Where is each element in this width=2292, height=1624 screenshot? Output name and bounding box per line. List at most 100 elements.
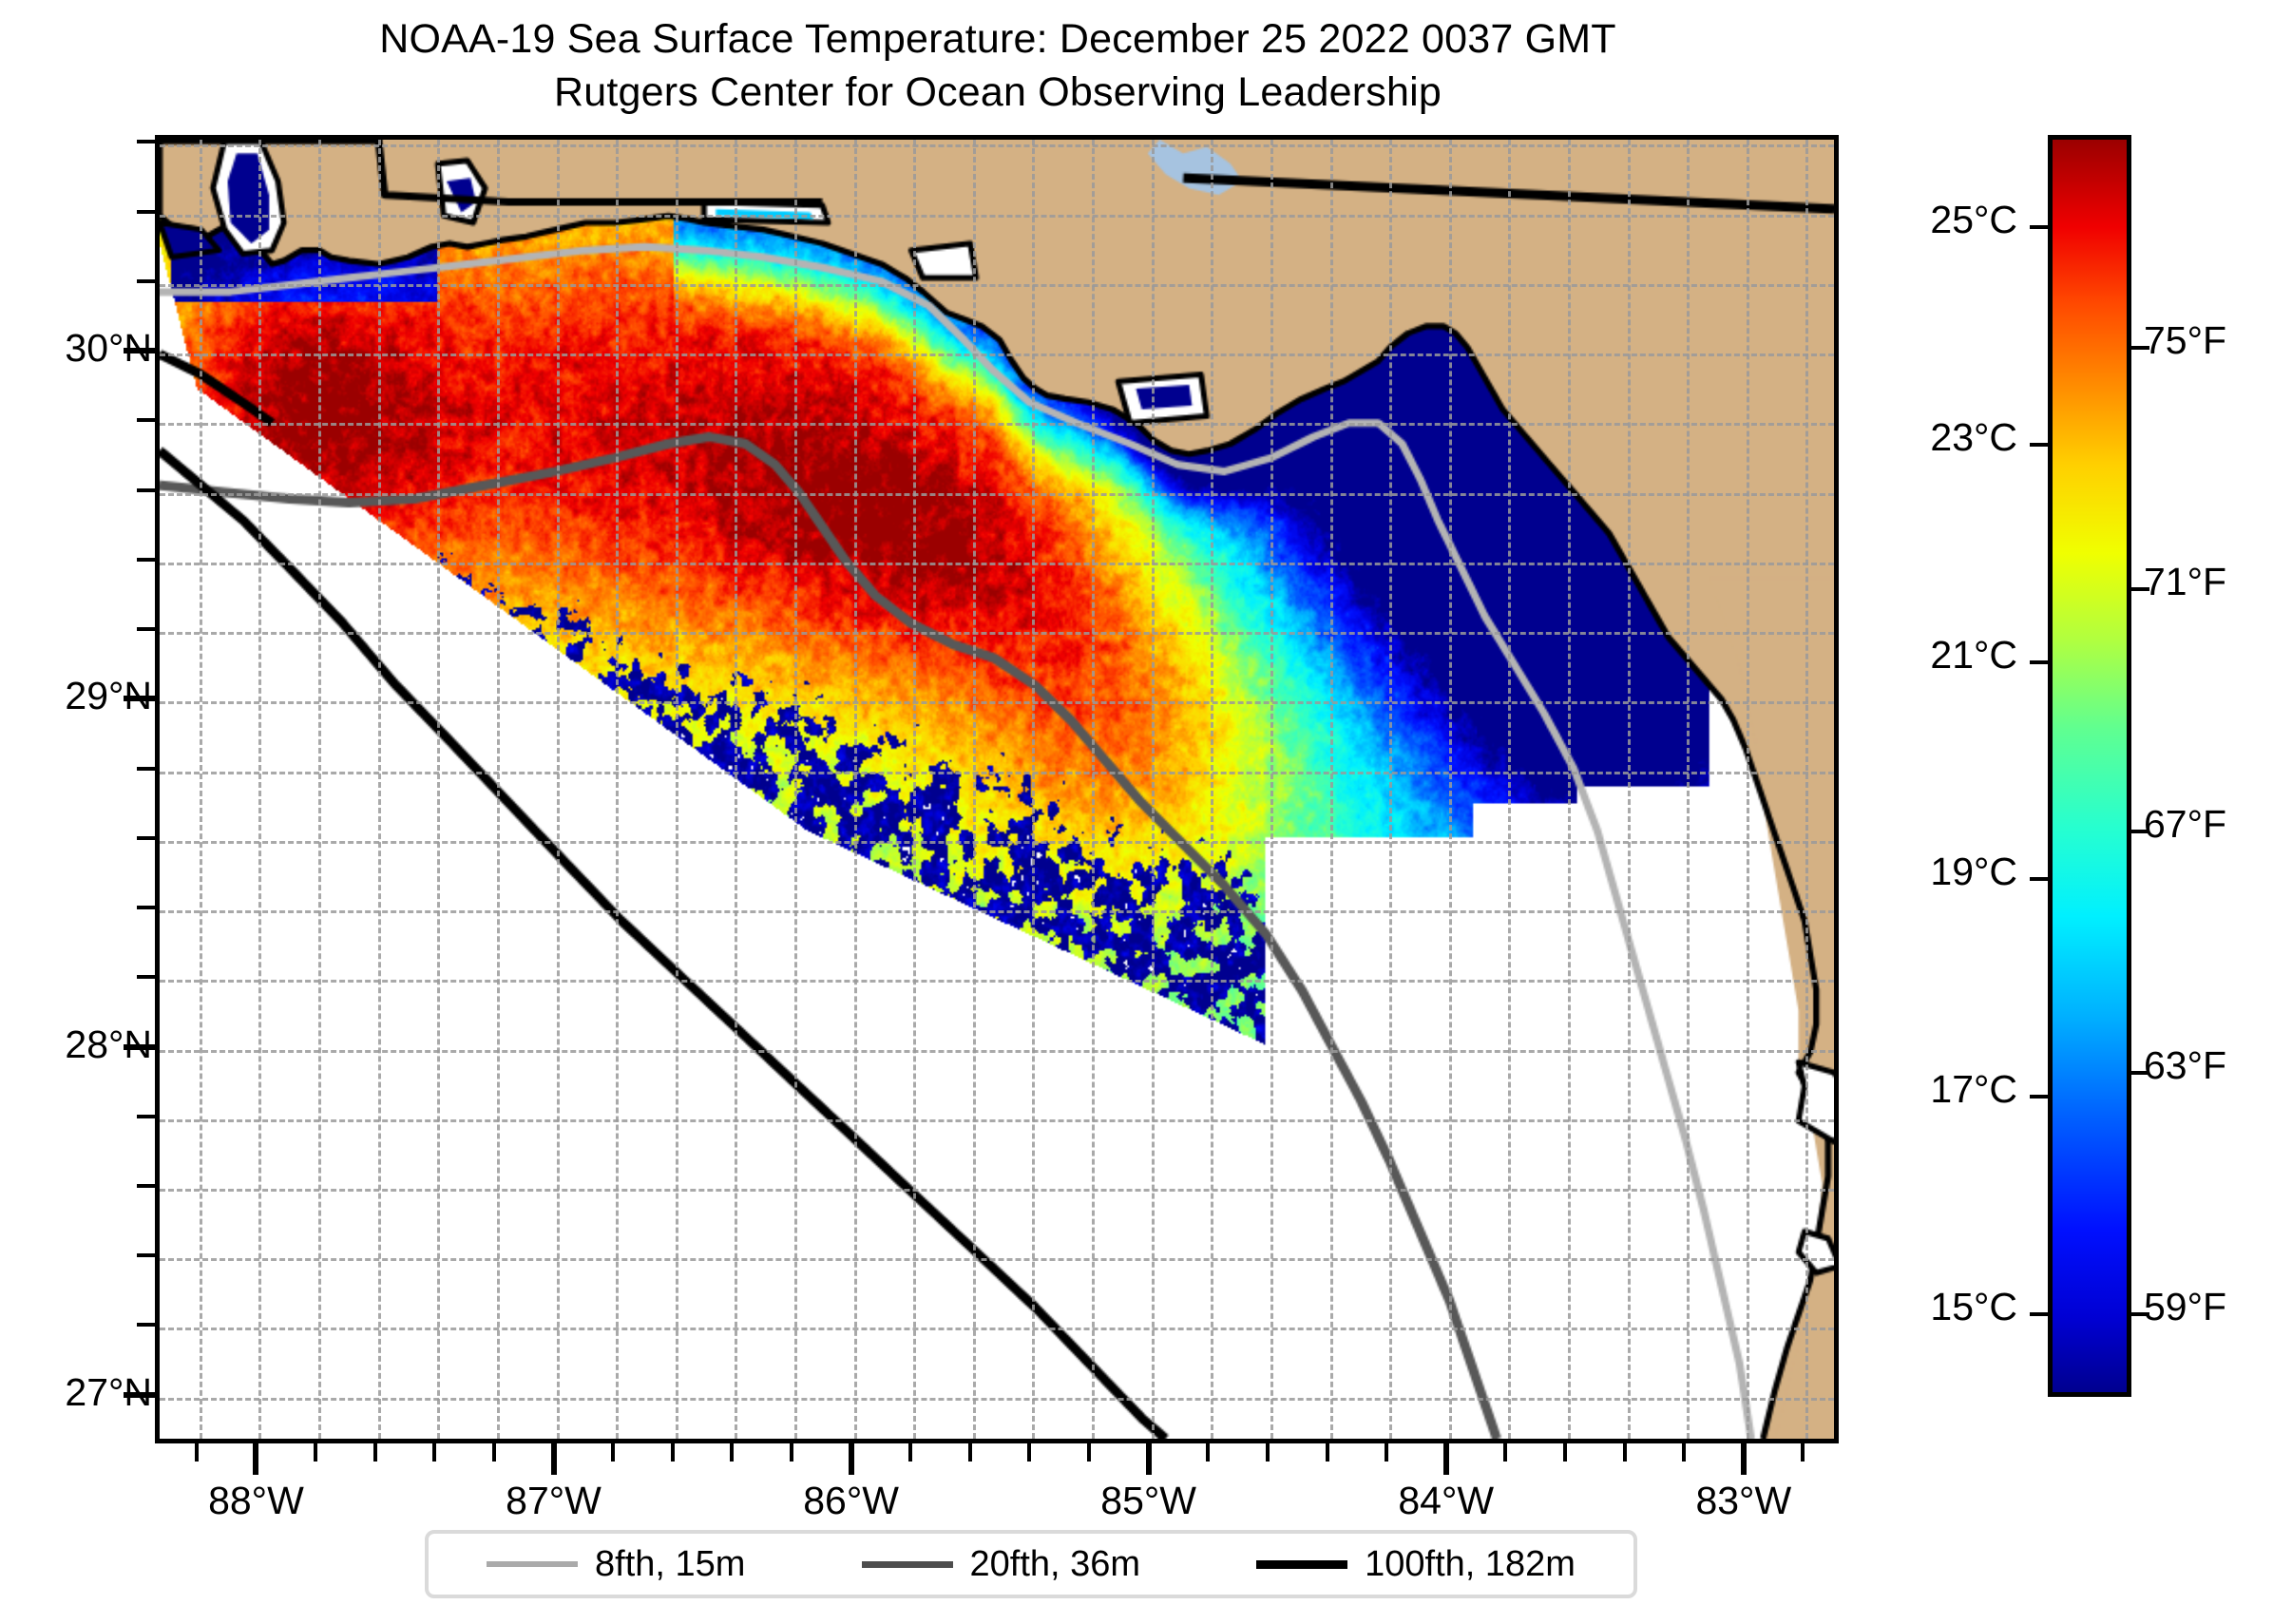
- gridline-vertical: [1389, 140, 1393, 1439]
- colorbar-label-fahrenheit: 75°F: [2144, 317, 2227, 362]
- x-tick-major: [1145, 1443, 1152, 1475]
- gridline-vertical: [199, 140, 202, 1439]
- gridline-horizontal: [160, 701, 1834, 705]
- x-tick-minor: [194, 1443, 199, 1462]
- legend-item-100fth[interactable]: 100fth, 182m: [1256, 1544, 1576, 1585]
- y-tick-minor: [137, 140, 155, 144]
- gridline-vertical: [793, 140, 797, 1439]
- x-tick-major: [1442, 1443, 1449, 1475]
- x-tick-minor: [611, 1443, 616, 1462]
- y-tick-minor: [137, 418, 155, 423]
- x-axis-tick-label: 87°W: [506, 1479, 602, 1522]
- y-axis-tick-label: 28°N: [65, 1022, 152, 1066]
- colorbar-label-celsius: 21°C: [1930, 632, 2017, 677]
- y-tick-minor: [137, 1183, 155, 1188]
- y-axis-tick-label: 29°N: [65, 674, 152, 718]
- x-tick-minor: [1385, 1443, 1389, 1462]
- map-plot-area[interactable]: [155, 135, 1839, 1443]
- x-tick-major: [848, 1443, 854, 1475]
- sst-heatmap-canvas: [160, 140, 1834, 1439]
- x-tick-minor: [1206, 1443, 1211, 1462]
- x-axis-tick-label: 85°W: [1100, 1479, 1196, 1522]
- gridline-horizontal: [160, 840, 1834, 844]
- gridline-vertical: [556, 140, 560, 1439]
- gridline-horizontal: [160, 423, 1834, 427]
- gridline-vertical: [1448, 140, 1452, 1439]
- gridline-horizontal: [160, 1188, 1834, 1192]
- colorbar-tick-fahrenheit: [2129, 587, 2149, 592]
- colorbar-tick-celsius: [2030, 877, 2051, 882]
- gridline-horizontal: [160, 353, 1834, 357]
- gridline-horizontal: [160, 1397, 1834, 1401]
- colorbar-label-fahrenheit: 67°F: [2144, 801, 2227, 846]
- x-tick-minor: [1622, 1443, 1627, 1462]
- colorbar-tick-celsius: [2030, 442, 2051, 447]
- x-tick-minor: [1801, 1443, 1805, 1462]
- title-line-1: NOAA-19 Sea Surface Temperature: Decembe…: [379, 16, 1616, 62]
- gridline-horizontal: [160, 1258, 1834, 1262]
- colorbar-label-fahrenheit: 59°F: [2144, 1285, 2227, 1329]
- x-axis-tick-label: 84°W: [1398, 1479, 1495, 1522]
- x-tick-major: [253, 1443, 259, 1475]
- legend-item-8fth[interactable]: 8fth, 15m: [487, 1544, 745, 1585]
- x-tick-major: [550, 1443, 557, 1475]
- legend-label-20fth: 20fth, 36m: [969, 1543, 1141, 1584]
- gridline-horizontal: [160, 771, 1834, 774]
- depth-contour-legend[interactable]: 8fth, 15m 20fth, 36m 100fth, 182m: [425, 1530, 1637, 1598]
- y-tick-minor: [137, 209, 155, 214]
- title-line-2: Rutgers Center for Ocean Observing Leade…: [554, 68, 1442, 115]
- colorbar[interactable]: [2030, 135, 2149, 1397]
- colorbar-gradient: [2053, 140, 2127, 1392]
- colorbar-label-fahrenheit: 63°F: [2144, 1043, 2227, 1087]
- gridline-vertical: [616, 140, 620, 1439]
- gridline-vertical: [1627, 140, 1631, 1439]
- colorbar-label-celsius: 19°C: [1930, 850, 2017, 894]
- gridline-vertical: [1746, 140, 1749, 1439]
- x-tick-minor: [1027, 1443, 1032, 1462]
- y-tick-minor: [137, 906, 155, 910]
- colorbar-label-celsius: 23°C: [1930, 414, 2017, 459]
- gridline-horizontal: [160, 1328, 1834, 1331]
- gridline-vertical: [1270, 140, 1273, 1439]
- x-tick-minor: [670, 1443, 675, 1462]
- y-tick-minor: [137, 835, 155, 840]
- gridline-horizontal: [160, 1049, 1834, 1053]
- colorbar-label-celsius: 17°C: [1930, 1067, 2017, 1112]
- gridline-vertical: [437, 140, 441, 1439]
- gridline-vertical: [675, 140, 678, 1439]
- x-tick-minor: [432, 1443, 437, 1462]
- x-tick-minor: [730, 1443, 735, 1462]
- legend-label-100fth: 100fth, 182m: [1365, 1543, 1576, 1584]
- x-tick-minor: [1562, 1443, 1567, 1462]
- gridline-horizontal: [160, 632, 1834, 636]
- gridline-horizontal: [160, 214, 1834, 218]
- y-tick-minor: [137, 278, 155, 283]
- contour-line-8fth-icon: [487, 1561, 579, 1567]
- colorbar-tick-celsius: [2030, 1312, 2051, 1317]
- x-axis-tick-label: 86°W: [803, 1479, 899, 1522]
- x-tick-minor: [967, 1443, 972, 1462]
- colorbar-tick-fahrenheit: [2129, 829, 2149, 833]
- x-tick-minor: [1265, 1443, 1270, 1462]
- y-tick-major: [124, 348, 155, 354]
- x-tick-minor: [1087, 1443, 1092, 1462]
- y-tick-minor: [137, 557, 155, 562]
- gridline-vertical: [1805, 140, 1809, 1439]
- x-tick-minor: [491, 1443, 496, 1462]
- gridline-vertical: [1508, 140, 1512, 1439]
- gridline-vertical: [1211, 140, 1214, 1439]
- y-axis-tick-label: 30°N: [65, 326, 152, 371]
- y-tick-minor: [137, 1253, 155, 1258]
- legend-item-20fth[interactable]: 20fth, 36m: [861, 1543, 1141, 1585]
- gridline-vertical: [1687, 140, 1690, 1439]
- gridline-vertical: [913, 140, 917, 1439]
- colorbar-tick-celsius: [2030, 659, 2051, 664]
- colorbar-tick-celsius: [2030, 224, 2051, 229]
- x-tick-minor: [314, 1443, 318, 1462]
- gridline-vertical: [972, 140, 976, 1439]
- y-tick-minor: [137, 1323, 155, 1328]
- colorbar-label-celsius: 25°C: [1930, 197, 2017, 241]
- colorbar-label-celsius: 15°C: [1930, 1285, 2017, 1329]
- x-tick-minor: [908, 1443, 913, 1462]
- gridline-vertical: [1329, 140, 1333, 1439]
